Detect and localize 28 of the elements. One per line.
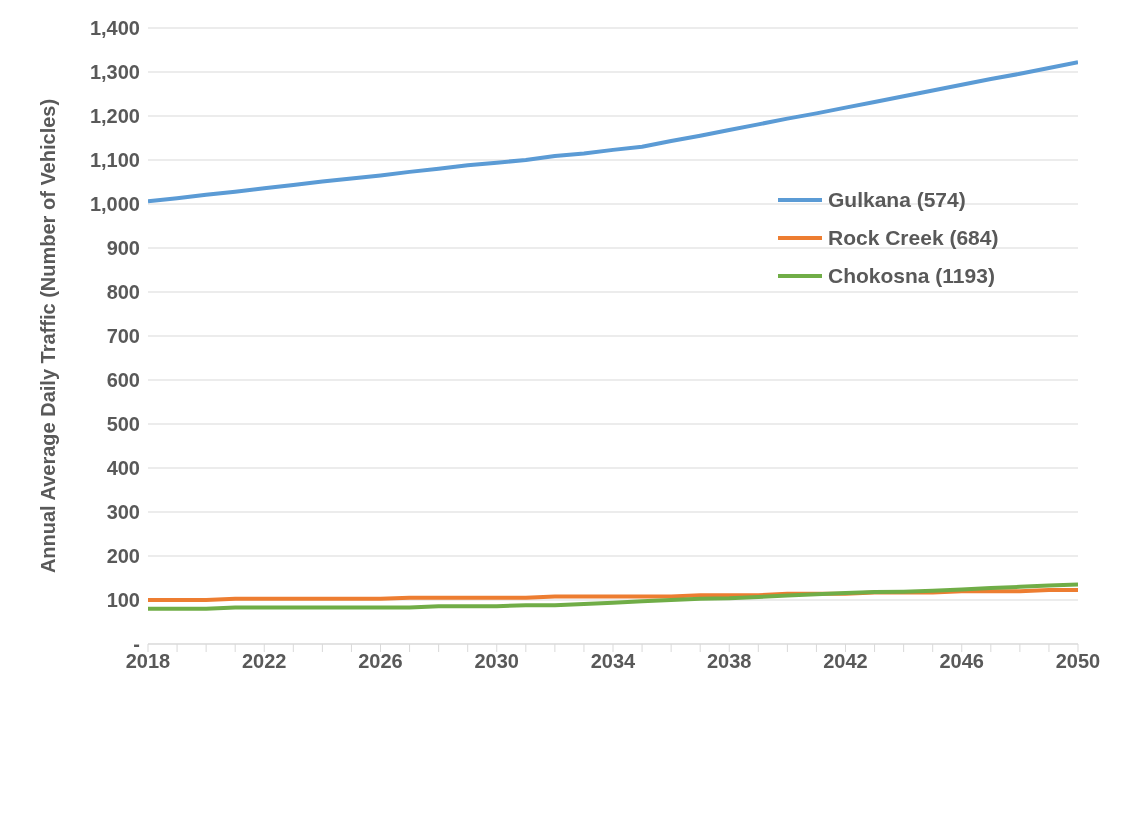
x-tick-label: 2050: [1055, 650, 1101, 673]
x-tick-label: 2038: [707, 650, 752, 673]
y-tick-label: 900: [106, 237, 140, 260]
y-tick-label: 1,000: [89, 193, 140, 216]
x-tick-label: 2046: [939, 650, 984, 673]
x-tick-label: 2022: [242, 650, 287, 673]
y-tick-label: 1,100: [89, 149, 140, 172]
y-tick-label: 500: [106, 413, 140, 436]
legend-label: Gulkana (574): [828, 188, 966, 212]
x-tick-label: 2018: [125, 650, 171, 673]
legend-label: Rock Creek (684): [828, 226, 999, 250]
y-tick-label: 800: [106, 281, 140, 304]
y-tick-label: 700: [106, 325, 140, 348]
y-tick-label: 1,300: [89, 61, 140, 84]
x-tick-label: 2042: [823, 650, 868, 673]
y-tick-label: 400: [106, 457, 140, 480]
y-axis-title: Annual Average Daily Traffic (Number of Vehicles): [37, 98, 60, 574]
y-tick-label: 200: [106, 545, 140, 568]
x-tick-label: 2030: [474, 650, 519, 673]
legend-label: Chokosna (1193): [828, 264, 995, 288]
x-tick-label: 2034: [590, 650, 637, 673]
y-tick-label: 300: [106, 501, 140, 524]
y-tick-label: 1,200: [89, 105, 140, 128]
x-tick-label: 2026: [358, 650, 403, 673]
y-tick-label: 1,400: [89, 17, 140, 40]
y-tick-label: 600: [106, 369, 140, 392]
y-tick-label: 100: [106, 589, 140, 612]
line-series: [148, 582, 1078, 611]
